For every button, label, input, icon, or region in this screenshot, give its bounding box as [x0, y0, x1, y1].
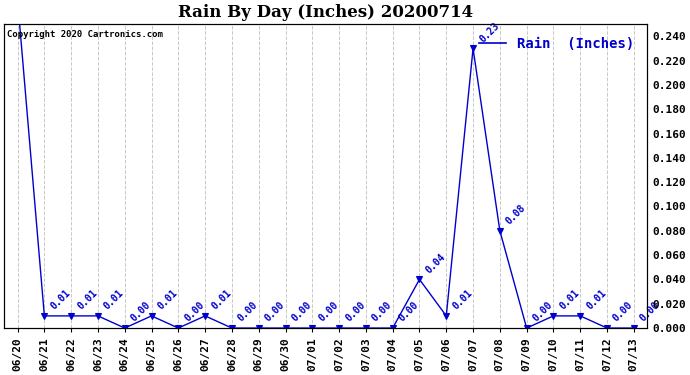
Text: 0.00: 0.00 — [638, 300, 662, 324]
Text: 0.01: 0.01 — [75, 288, 99, 312]
Text: 0.00: 0.00 — [531, 300, 555, 324]
Text: 0.01: 0.01 — [451, 288, 474, 312]
Text: 0.08: 0.08 — [504, 203, 528, 226]
Text: 0.01: 0.01 — [558, 288, 581, 312]
Text: 0.27: 0.27 — [0, 374, 1, 375]
Text: 0.00: 0.00 — [129, 300, 152, 324]
Text: 0.04: 0.04 — [424, 252, 447, 275]
Text: 0.00: 0.00 — [370, 300, 394, 324]
Text: 0.00: 0.00 — [317, 300, 340, 324]
Text: 0.00: 0.00 — [343, 300, 367, 324]
Text: 0.01: 0.01 — [102, 288, 126, 312]
Text: 0.00: 0.00 — [182, 300, 206, 324]
Text: 0.01: 0.01 — [48, 288, 72, 312]
Text: 0.01: 0.01 — [584, 288, 608, 312]
Text: 0.00: 0.00 — [611, 300, 635, 324]
Text: 0.00: 0.00 — [397, 300, 420, 324]
Text: Copyright 2020 Cartronics.com: Copyright 2020 Cartronics.com — [8, 30, 164, 39]
Text: 0.00: 0.00 — [290, 300, 313, 324]
Text: 0.01: 0.01 — [156, 288, 179, 312]
Legend: Rain  (Inches): Rain (Inches) — [473, 31, 640, 56]
Text: 0.00: 0.00 — [263, 300, 286, 324]
Text: 0.01: 0.01 — [209, 288, 233, 312]
Text: 0.23: 0.23 — [477, 21, 501, 44]
Title: Rain By Day (Inches) 20200714: Rain By Day (Inches) 20200714 — [178, 4, 473, 21]
Text: 0.00: 0.00 — [236, 300, 259, 324]
